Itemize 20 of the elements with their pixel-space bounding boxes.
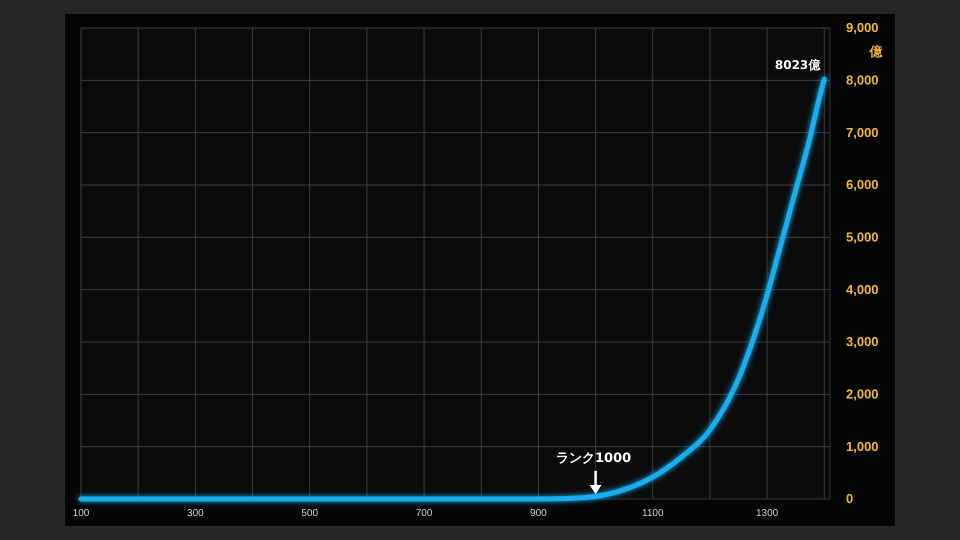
y-tick-label: 1,000 — [846, 438, 879, 454]
y-tick-label: 8,000 — [846, 72, 879, 88]
x-tick-label: 1100 — [642, 508, 664, 520]
y-tick-label: 0 — [846, 491, 854, 506]
annotation: 8023億 — [774, 58, 822, 72]
x-tick-label: 100 — [72, 508, 90, 520]
y-tick-label: 3,000 — [846, 334, 879, 350]
annotation: ランク1000 — [556, 451, 632, 466]
y-tick-label: 4,000 — [846, 282, 879, 297]
y-tick-label: 6,000 — [846, 177, 879, 192]
y-tick-label: 5,000 — [846, 229, 879, 244]
y-tick-label: 9,000 — [846, 20, 879, 36]
y-tick-label: 2,000 — [846, 386, 879, 402]
y-axis-title: 億 — [868, 44, 884, 60]
x-tick-label: 500 — [301, 508, 318, 520]
x-tick-label: 900 — [530, 508, 548, 520]
x-tick-label: 300 — [187, 508, 204, 520]
x-tick-label: 1300 — [756, 508, 779, 520]
x-tick-label: 700 — [416, 508, 433, 520]
y-tick-label: 7,000 — [846, 124, 879, 140]
